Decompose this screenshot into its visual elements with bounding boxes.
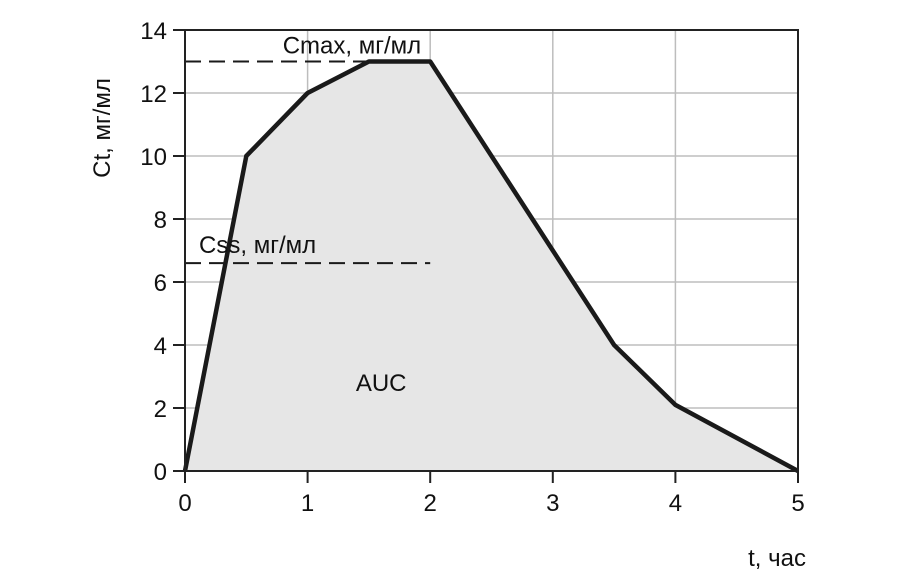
axis-ticks [173, 29, 799, 483]
x-tick-label: 4 [669, 490, 682, 517]
y-axis-title: Ct, мг/мл [89, 78, 116, 178]
concentration-curve [182, 59, 800, 473]
y-tick-label: 4 [154, 333, 167, 360]
y-tick-label: 0 [154, 459, 167, 486]
x-tick-label: 5 [791, 490, 804, 517]
x-tick-label: 3 [546, 490, 559, 517]
y-tick-label: 10 [140, 144, 167, 171]
auc-label: AUC [356, 370, 407, 397]
y-tick-label: 14 [140, 18, 167, 45]
css-label: Css, мг/мл [199, 232, 316, 259]
x-tick-label: 2 [424, 490, 437, 517]
x-tick-label: 1 [301, 490, 314, 517]
y-tick-label: 12 [140, 81, 167, 108]
plot-frame [184, 29, 799, 472]
y-tick-label: 6 [154, 270, 167, 297]
auc-area [185, 61, 798, 471]
x-axis-title: t, час [748, 545, 806, 572]
y-tick-label: 2 [154, 396, 167, 423]
x-tick-label: 0 [178, 490, 191, 517]
y-tick-label: 8 [154, 207, 167, 234]
cmax-label: Cmax, мг/мл [283, 33, 421, 60]
